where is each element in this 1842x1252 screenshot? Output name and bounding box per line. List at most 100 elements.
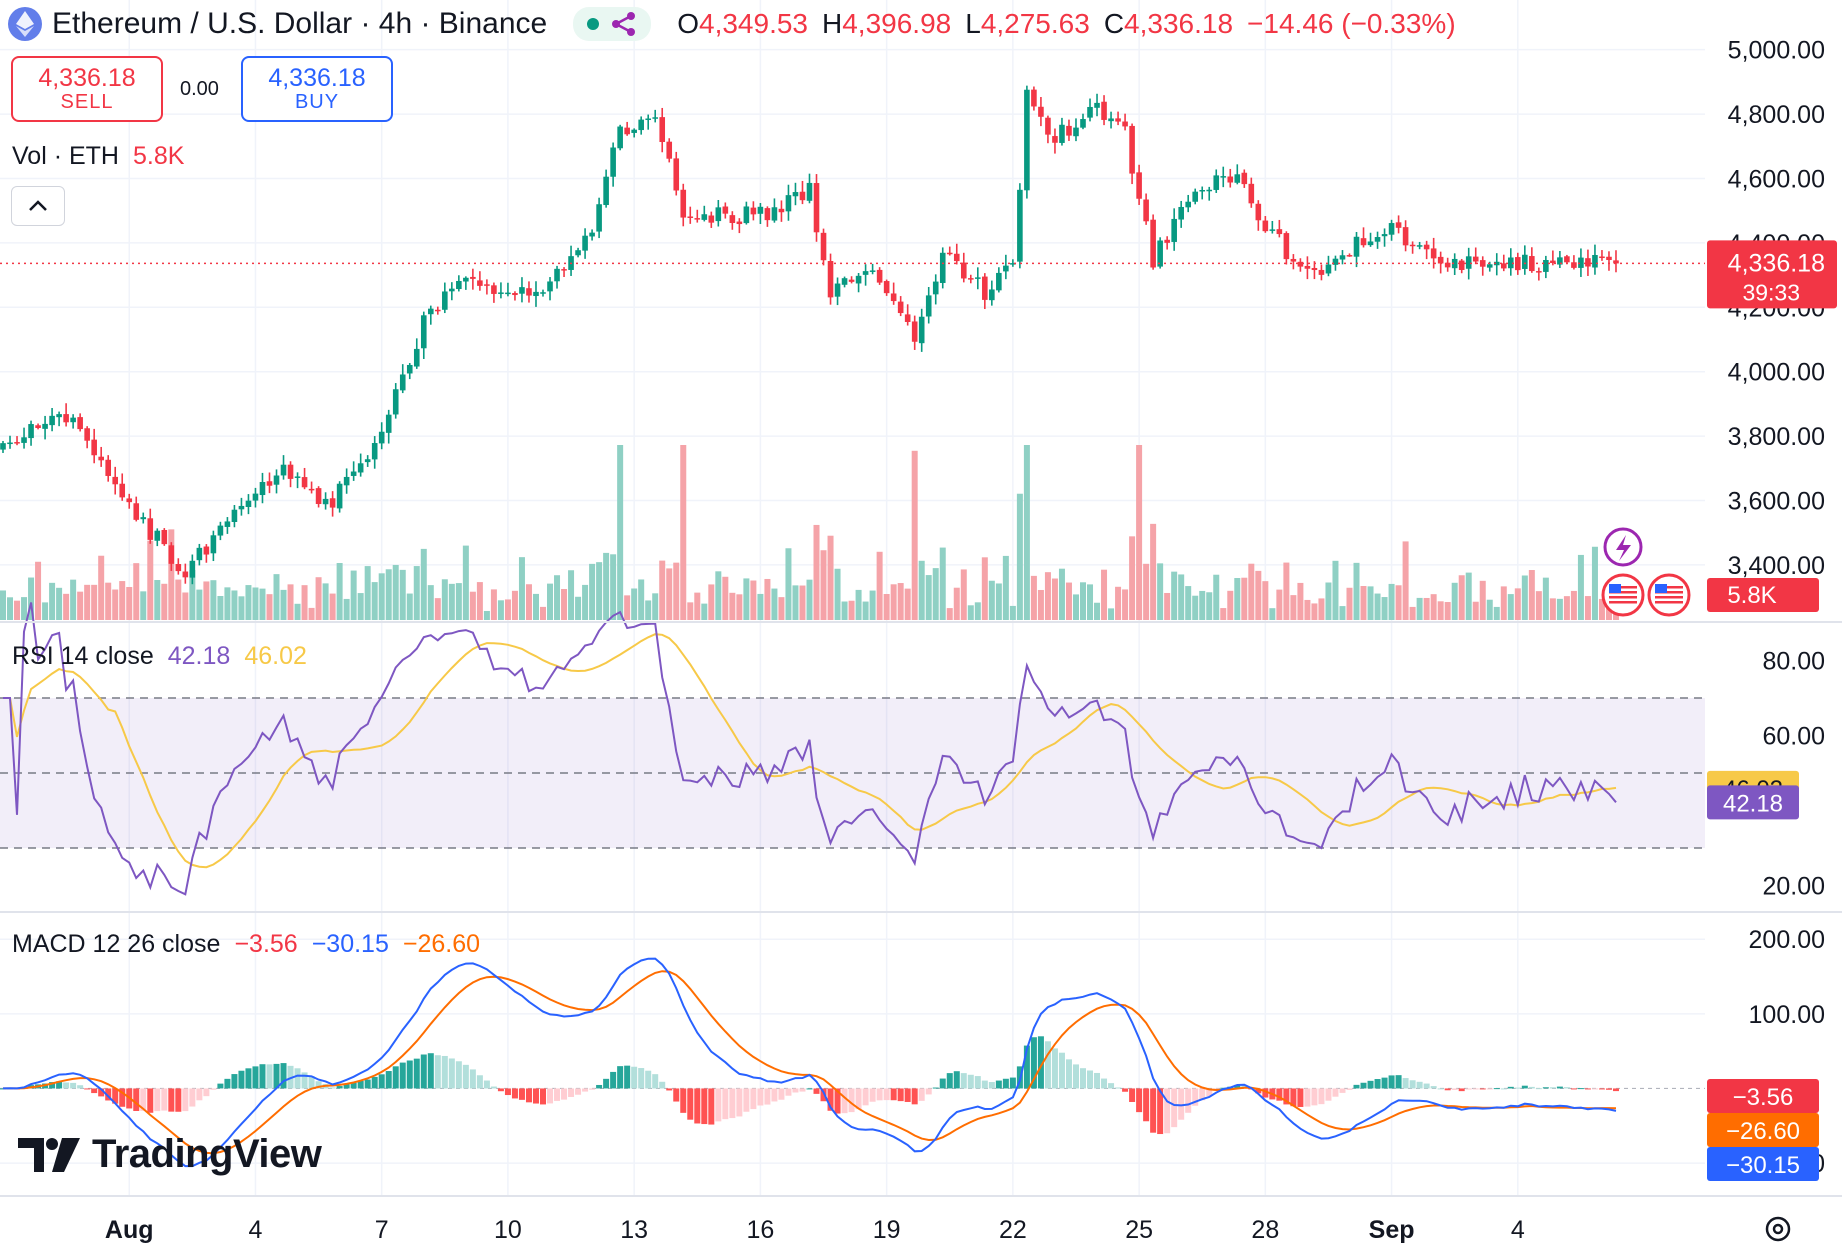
volume-bar [694, 592, 701, 620]
volume-bar [259, 588, 266, 620]
volume-bar [890, 584, 897, 620]
candle-body [1381, 234, 1388, 237]
volume-bar [1444, 602, 1451, 620]
volume-bar [147, 540, 154, 620]
candle-body [1108, 118, 1114, 122]
candle-body [771, 207, 778, 221]
rsi-legend[interactable]: RSI 14 close 42.18 46.02 [12, 642, 307, 671]
us-flag-stripe [1609, 591, 1637, 594]
volume-bar [1002, 555, 1009, 620]
volume-bar [540, 606, 546, 620]
macd-histogram-bar [231, 1074, 238, 1089]
volume-bar [1129, 536, 1136, 620]
macd-histogram-bar [736, 1088, 743, 1117]
candle-body [470, 276, 476, 279]
candle-body [1493, 261, 1500, 266]
volume-bar [252, 587, 259, 620]
countdown-label: 39:33 [1742, 279, 1800, 305]
volume-bar [1570, 590, 1577, 620]
candle-body [1613, 260, 1619, 264]
candle-body [280, 464, 287, 476]
macd-histogram-bar [904, 1088, 911, 1102]
candle-body [1150, 219, 1156, 268]
volume-legend-title: Vol · ETH [12, 142, 119, 170]
candle-body [680, 189, 687, 218]
rsi-pane [0, 602, 1705, 896]
macd-histogram-bar [133, 1088, 140, 1111]
macd-histogram-bar [827, 1088, 834, 1111]
volume-bar [203, 581, 210, 620]
candle-body [315, 488, 322, 505]
volume-bar [631, 588, 638, 620]
volume-bar [869, 590, 876, 620]
macd-histogram-bar [764, 1088, 771, 1105]
volume-bar [1360, 586, 1367, 620]
volume-bar [1213, 574, 1220, 620]
macd-histogram-bar [701, 1088, 708, 1125]
candle-body [371, 443, 378, 460]
macd-histogram-bar [715, 1088, 722, 1122]
candle-body [1115, 118, 1121, 122]
volume-bar [918, 560, 925, 620]
volume-bar [953, 587, 960, 620]
volume-legend[interactable]: Vol · ETH 5.8K [12, 142, 184, 171]
volume-bar [287, 584, 294, 620]
macd-histogram-bar [490, 1086, 497, 1089]
macd-histogram-bar [518, 1088, 525, 1100]
time-axis-label: 13 [620, 1216, 648, 1244]
volume-bar [554, 575, 561, 620]
macd-histogram-bar [820, 1088, 827, 1102]
candle-body [547, 281, 553, 292]
us-flag-stripe [1609, 596, 1637, 599]
macd-histogram-bar [659, 1081, 666, 1089]
sell-button[interactable]: 4,336.18 SELL [11, 56, 163, 122]
candle-body [14, 442, 20, 444]
candle-body [1227, 176, 1234, 183]
volume-bar [378, 573, 385, 620]
symbol-title[interactable]: Ethereum / U.S. Dollar · 4h · Binance [52, 7, 548, 40]
collapse-legend-button[interactable] [11, 186, 65, 226]
candle-body [1010, 263, 1016, 265]
candle-body [1599, 256, 1605, 259]
time-axis-label: 10 [494, 1216, 522, 1244]
us-flag-icon-ring [1601, 573, 1645, 617]
buy-label: BUY [294, 90, 340, 113]
market-status-pill[interactable] [573, 7, 652, 41]
tradingview-watermark[interactable]: TradingView [18, 1132, 322, 1177]
macd-histogram-bar [1157, 1088, 1164, 1135]
macd-value-label: −30.15 [1726, 1152, 1800, 1179]
candle-body [540, 292, 546, 294]
macd-histogram-bar [729, 1088, 736, 1119]
macd-histogram-bar [182, 1088, 189, 1112]
candle-body [1171, 218, 1177, 242]
candle-body [1346, 255, 1353, 257]
candle-body [133, 503, 140, 520]
ohlc-change: −14.46 (−0.33%) [1247, 8, 1456, 39]
volume-bar [1108, 608, 1115, 620]
macd-histogram-bar [224, 1078, 231, 1089]
candle-body [491, 285, 497, 294]
volume-bar [329, 593, 336, 620]
volume-bar [196, 589, 203, 620]
volume-bar [1171, 571, 1178, 620]
buy-button[interactable]: 4,336.18 BUY [241, 56, 393, 122]
macd-legend[interactable]: MACD 12 26 close −3.56 −30.15 −26.60 [12, 930, 480, 959]
volume-bar [364, 566, 371, 620]
candle-body [357, 463, 364, 473]
volume-bar [1255, 570, 1262, 620]
candle-body [105, 459, 111, 476]
volume-bar [1122, 589, 1129, 620]
macd-histogram-bar [1542, 1087, 1549, 1089]
macd-histogram-bar [427, 1053, 434, 1089]
macd-histogram-bar [1171, 1088, 1178, 1128]
macd-histogram-bar [252, 1066, 259, 1089]
candle-body [659, 117, 666, 143]
rsi-axis-label: 80.00 [1762, 648, 1825, 676]
volume-bar [28, 577, 35, 620]
volume-bar [322, 583, 329, 620]
macd-histogram-bar [1297, 1088, 1304, 1107]
macd-histogram-bar [1150, 1088, 1157, 1133]
share-icon [612, 12, 636, 36]
macd-histogram-bar [1283, 1088, 1290, 1105]
